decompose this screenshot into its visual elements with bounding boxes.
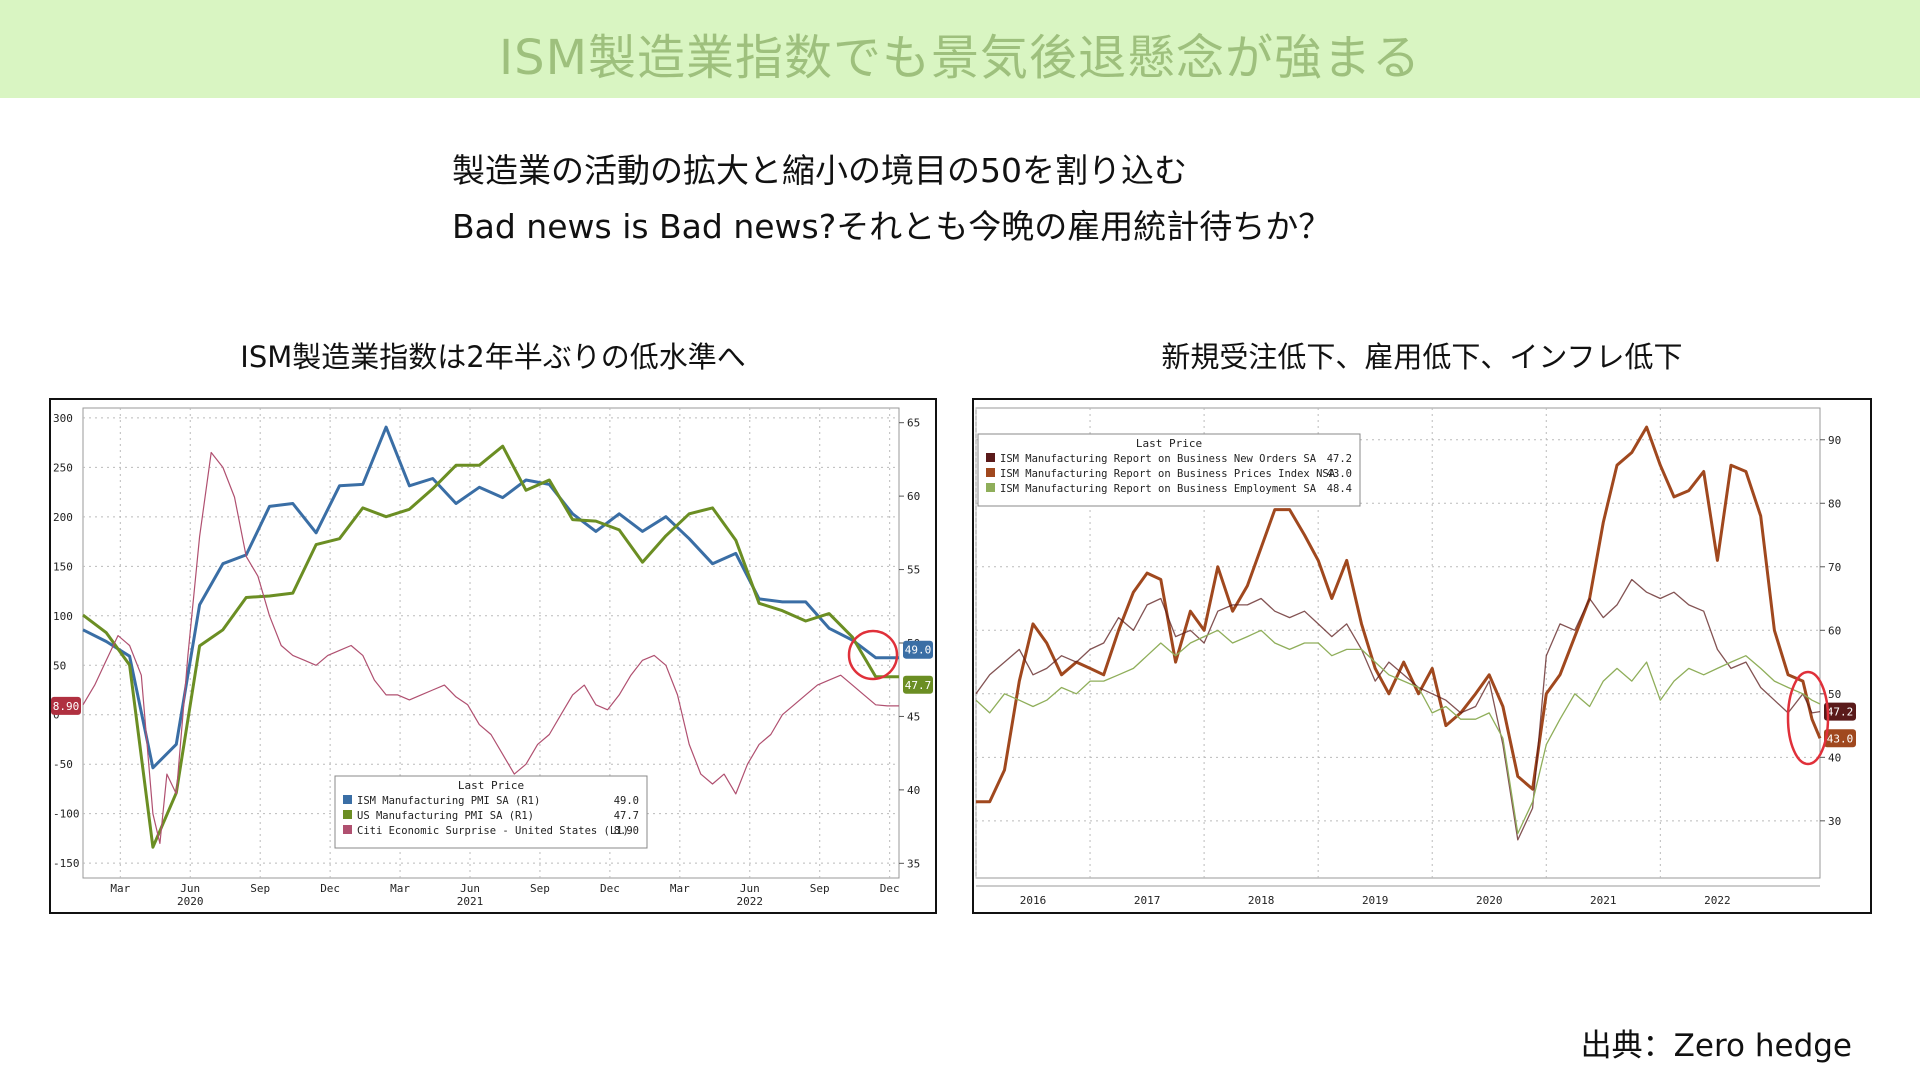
page-title: ISM製造業指数でも景気後退懸念が強まる xyxy=(498,30,1422,86)
legend-swatch xyxy=(343,810,352,819)
x-tick-label: Dec xyxy=(320,882,340,895)
x-tick-label: Sep xyxy=(810,882,830,895)
left-tick-label: 50 xyxy=(53,659,66,672)
x-year-label: 2021 xyxy=(457,895,484,908)
x-tick-label: Dec xyxy=(600,882,620,895)
legend-box xyxy=(977,433,1361,507)
x-tick-label: Mar xyxy=(670,882,690,895)
x-year-label: 2022 xyxy=(737,895,764,908)
right-value-tag-label: 47.7 xyxy=(905,679,932,692)
right-value-tag-label: 43.0 xyxy=(1827,732,1854,745)
legend-entry-value: 47.7 xyxy=(614,810,639,822)
right-tick-label: 40 xyxy=(1828,751,1841,764)
right-tick-label: 45 xyxy=(907,710,920,723)
x-tick-label: Mar xyxy=(110,882,130,895)
subtitle-line-1: 製造業の活動の拡大と縮小の境目の50を割り込む xyxy=(452,151,1187,190)
x-tick-label: 2016 xyxy=(1020,894,1046,907)
series-line-0 xyxy=(976,425,1822,804)
legend-entry-label: ISM Manufacturing PMI SA (R1) xyxy=(357,795,540,807)
legend-entry-label: US Manufacturing PMI SA (R1) xyxy=(357,810,534,822)
legend-entry-value: 49.0 xyxy=(614,795,639,807)
x-tick-label: Dec xyxy=(880,882,900,895)
x-tick-label: 2022 xyxy=(1704,894,1731,907)
legend-box xyxy=(334,775,648,849)
chart1-title: ISM製造業指数は2年半ぶりの低水準へ xyxy=(240,340,746,374)
highlight-circle xyxy=(847,629,899,681)
x-tick-label: Jun xyxy=(740,882,760,895)
legend-swatch xyxy=(343,825,352,834)
right-tick-label: 55 xyxy=(907,564,920,577)
left-tick-label: 300 xyxy=(53,412,73,425)
title-banner: ISM製造業指数でも景気後退懸念が強まる xyxy=(0,0,1920,98)
right-tick-label: 80 xyxy=(1828,497,1841,510)
x-tick-label: 2018 xyxy=(1248,894,1275,907)
x-tick-label: 2017 xyxy=(1134,894,1161,907)
right-tick-label: 40 xyxy=(907,784,920,797)
right-value-tag-label: 47.2 xyxy=(1827,706,1854,719)
legend-swatch xyxy=(343,795,352,804)
right-tick-label: 30 xyxy=(1828,815,1841,828)
legend-entry-label: ISM Manufacturing Report on Business Emp… xyxy=(1000,483,1317,495)
left-tick-label: -50 xyxy=(53,758,73,771)
right-tick-label: 70 xyxy=(1828,561,1841,574)
x-year-label: 2020 xyxy=(177,895,204,908)
series-line-2 xyxy=(975,629,1821,835)
x-tick-label: Jun xyxy=(460,882,480,895)
subtitle-line-2: Bad news is Bad news?それとも今晩の雇用統計待ちか？ xyxy=(452,207,1332,246)
right-value-tag xyxy=(903,675,933,694)
legend-entry-label: ISM Manufacturing Report on Business Pri… xyxy=(1000,468,1336,480)
left-tick-label: 200 xyxy=(53,511,73,524)
legend-entry-value: 48.4 xyxy=(1327,483,1352,495)
x-tick-label: Sep xyxy=(530,882,550,895)
chart2-svg: 90 80 70 60 50 40 30 2016 2017 2018 2019 2020 2021 20… xyxy=(975,407,1856,907)
right-tick-label: 60 xyxy=(1828,624,1841,637)
legend-swatch xyxy=(986,453,995,462)
x-tick-label: Mar xyxy=(390,882,410,895)
left-tick-label: 150 xyxy=(53,560,73,573)
series-line-2 xyxy=(82,451,899,844)
left-tick-label: 100 xyxy=(53,610,73,623)
legend-entry-label: ISM Manufacturing Report on Business New… xyxy=(1000,453,1317,465)
left-value-tag-label: 8.90 xyxy=(53,700,80,713)
series-line-1 xyxy=(975,578,1821,841)
right-tick-label: 35 xyxy=(907,857,920,870)
right-value-tag xyxy=(903,640,933,659)
left-tick-label: -100 xyxy=(53,808,80,821)
chart-ism-components: 90 80 70 60 50 40 30 2016 2017 2018 2019 2020 2021 20… xyxy=(972,398,1872,914)
legend-swatch xyxy=(986,468,995,477)
right-value-tag-label: 49.0 xyxy=(905,644,932,657)
series-line-1 xyxy=(82,444,899,849)
chart1-svg: 300250200150100500-50-100-15065605550454… xyxy=(51,407,933,908)
left-tick-label: 250 xyxy=(53,461,73,474)
legend-entry-value: 47.2 xyxy=(1327,453,1352,465)
x-tick-label: 2021 xyxy=(1590,894,1617,907)
left-value-tag xyxy=(51,696,81,715)
right-tick-label: 60 xyxy=(907,490,920,503)
x-tick-label: Jun xyxy=(180,882,200,895)
legend-title: Last Price xyxy=(458,779,524,792)
legend-swatch xyxy=(986,483,995,492)
x-tick-label: Sep xyxy=(250,882,270,895)
x-tick-label: 2020 xyxy=(1476,894,1503,907)
chart-ism-pmi: 300250200150100500-50-100-15065605550454… xyxy=(49,398,937,914)
left-tick-label: 0 xyxy=(53,709,60,722)
highlight-circle xyxy=(1786,670,1830,766)
legend-title: Last Price xyxy=(1136,437,1202,450)
legend-entry-value: 43.0 xyxy=(1327,468,1352,480)
series-line-0 xyxy=(82,425,899,770)
right-value-tag xyxy=(1824,729,1856,748)
right-tick-label: 90 xyxy=(1828,434,1841,447)
legend-entry-value: 8.90 xyxy=(614,825,639,837)
chart2-title: 新規受注低下、雇用低下、インフレ低下 xyxy=(1161,340,1683,374)
x-tick-label: 2019 xyxy=(1362,894,1389,907)
legend-entry-label: Citi Economic Surprise - United States (… xyxy=(357,825,629,837)
left-tick-label: -150 xyxy=(53,857,80,870)
right-tick-label: 65 xyxy=(907,417,920,430)
source-credit: 出典：Zero hedge xyxy=(1580,1028,1852,1064)
right-value-tag xyxy=(1824,702,1856,721)
right-tick-label: 50 xyxy=(1828,688,1841,701)
